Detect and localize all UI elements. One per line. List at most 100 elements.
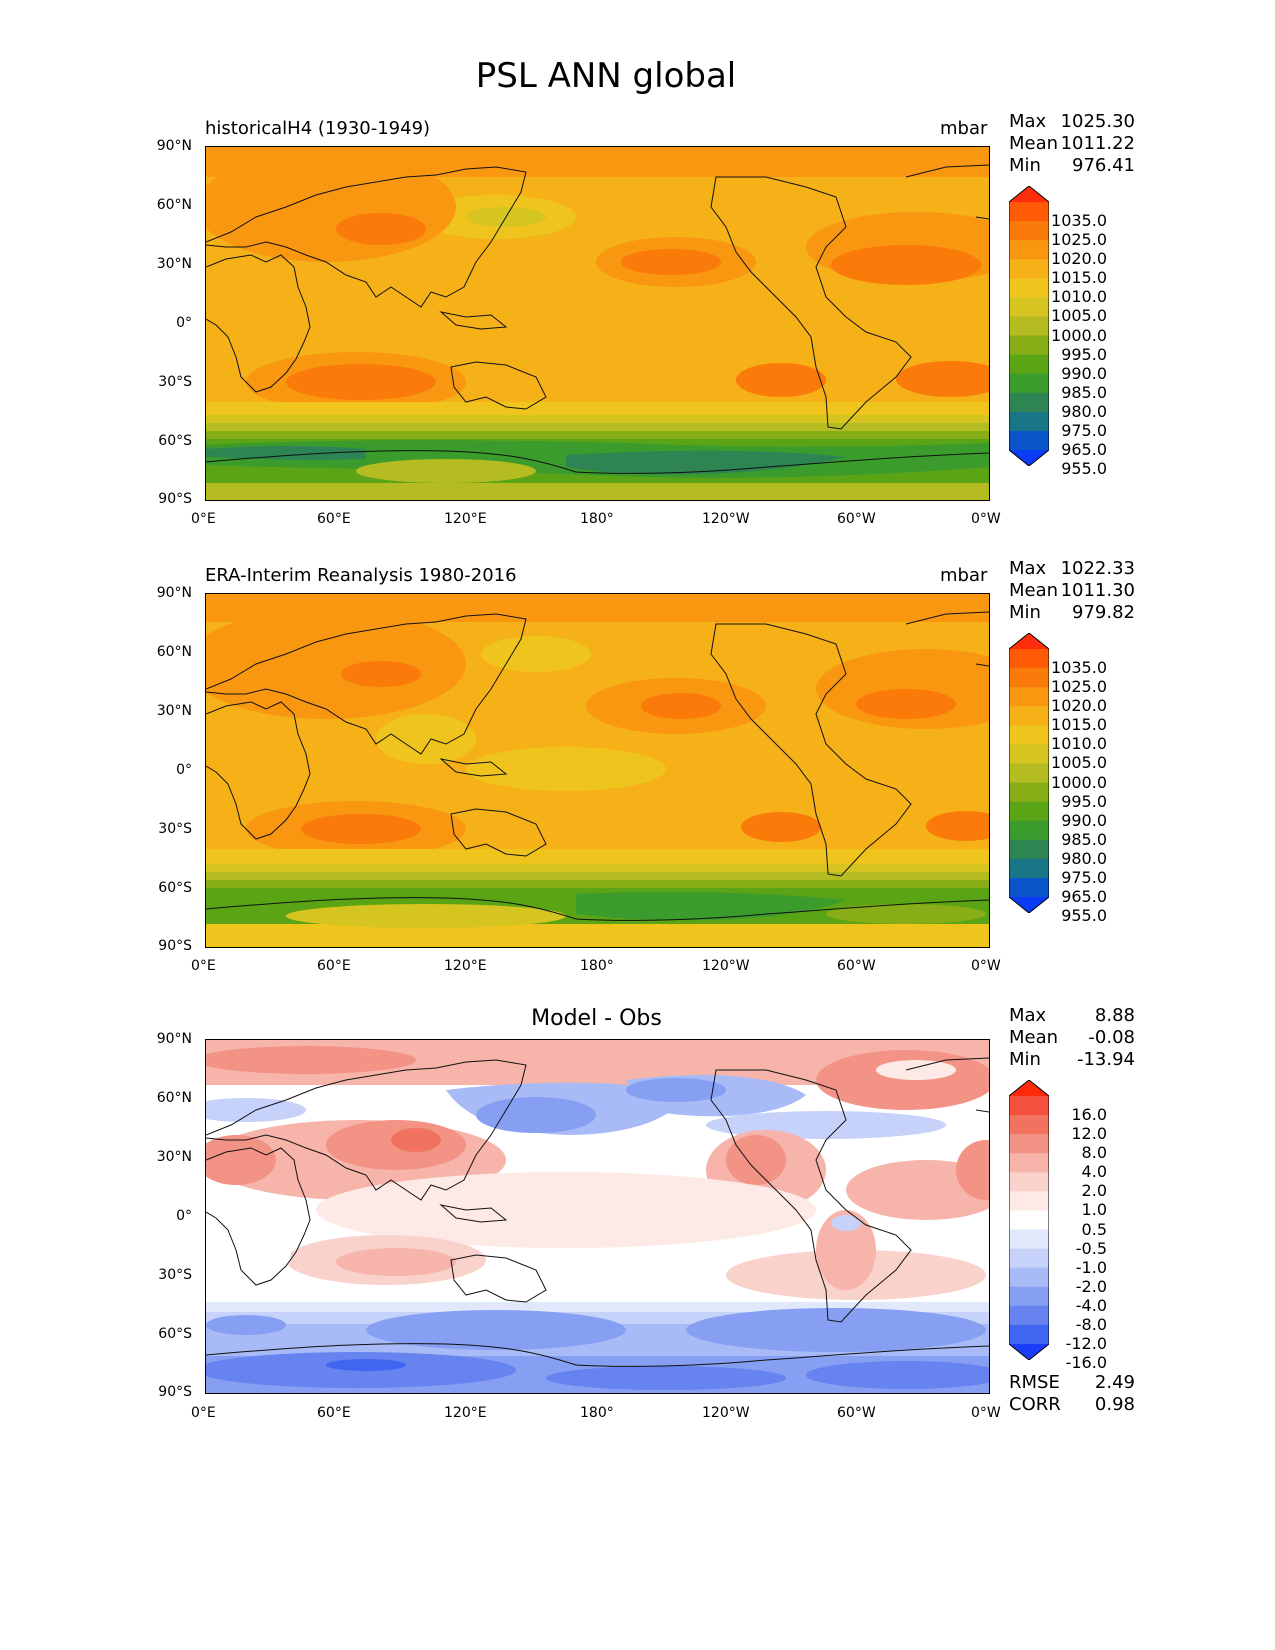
colorbar-tick-label: 1.0 — [1081, 1200, 1107, 1220]
colorbar-band — [1009, 1153, 1049, 1173]
colorbar-tick-label: 995.0 — [1061, 344, 1107, 364]
stat-min-value: 976.41 — [1072, 155, 1135, 176]
x-tick: 60°W — [837, 1405, 876, 1421]
y-tick: 60°N — [156, 644, 192, 660]
colorbar-band — [1009, 706, 1049, 726]
colorbar-tick-label: 975.0 — [1061, 420, 1107, 440]
colorbar-band — [1009, 1210, 1049, 1231]
colorbar-band — [1009, 1267, 1049, 1288]
colorbar-tick-label: 2.0 — [1081, 1181, 1107, 1201]
y-tick: 60°N — [156, 1090, 192, 1106]
colorbar-tick-label: 1020.0 — [1051, 696, 1107, 716]
colorbar: 1035.0 1025.0 1020.0 1015.0 1010.0 1005.0 1000… — [1009, 186, 1107, 478]
colorbar-extend-bottom — [1009, 1344, 1049, 1360]
colorbar-band — [1009, 335, 1049, 356]
y-tick: 90°S — [158, 938, 192, 954]
colorbar-band — [1009, 373, 1049, 394]
colorbar-tick-label: 8.0 — [1081, 1143, 1107, 1163]
colorbar-tick-label: 1010.0 — [1051, 287, 1107, 307]
colorbar-tick-label: 1000.0 — [1051, 325, 1107, 345]
x-tick: 60°E — [317, 511, 351, 527]
x-tick: 120°E — [444, 1405, 487, 1421]
colorbar-tick-label: 1010.0 — [1051, 734, 1107, 754]
colorbar-tick-label: 1005.0 — [1051, 753, 1107, 773]
colorbar-tick-label: -4.0 — [1075, 1295, 1107, 1315]
colorbar-tick-label: 990.0 — [1061, 810, 1107, 830]
panel-center-title: Model - Obs — [531, 1006, 662, 1031]
y-tick: 30°S — [158, 374, 192, 390]
y-tick: 90°N — [156, 1031, 192, 1047]
colorbar-tick-label: 975.0 — [1061, 867, 1107, 887]
colorbar-tick-label: -2.0 — [1075, 1276, 1107, 1296]
panel-extra-stats: RMSE 2.49 CORR 0.98 — [1009, 1372, 1135, 1416]
x-tick: 180° — [580, 511, 614, 527]
colorbar-extend-top — [1009, 633, 1049, 649]
y-tick: 0° — [176, 1208, 192, 1224]
coastlines — [206, 1057, 989, 1367]
x-tick: 60°W — [837, 958, 876, 974]
colorbar-band — [1009, 649, 1049, 669]
y-tick: 90°S — [158, 1384, 192, 1400]
colorbar-tick-label: 16.0 — [1071, 1105, 1107, 1125]
colorbar-band — [1009, 1096, 1049, 1116]
colorbar-band — [1009, 1191, 1049, 1211]
colorbar-band — [1009, 839, 1049, 860]
y-tick: 60°S — [158, 1326, 192, 1342]
panel-stats: Max 1022.33 Mean 1011.30 Min 979.82 — [1009, 558, 1135, 624]
colorbar-tick-label: -12.0 — [1065, 1334, 1107, 1353]
x-tick: 0°W — [971, 511, 1001, 527]
x-tick: 120°W — [702, 1405, 750, 1421]
colorbar-band — [1009, 430, 1049, 451]
colorbar-band — [1009, 1248, 1049, 1269]
stat-mean-label: Mean — [1009, 133, 1059, 154]
x-tick: 0°E — [191, 511, 216, 527]
x-tick: 180° — [580, 1405, 614, 1421]
y-tick: 0° — [176, 762, 192, 778]
colorbar-tick-label: 1015.0 — [1051, 268, 1107, 288]
stat-max-label: Max — [1009, 111, 1047, 132]
coastlines — [206, 164, 989, 474]
colorbar-tick-label: 1000.0 — [1051, 772, 1107, 792]
colorbar-band — [1009, 877, 1049, 898]
stat-rmse-label: RMSE — [1009, 1372, 1060, 1393]
colorbar-band — [1009, 1229, 1049, 1250]
colorbar-band — [1009, 668, 1049, 688]
stat-max-value: 1025.30 — [1060, 111, 1135, 132]
colorbar-tick-label: 995.0 — [1061, 791, 1107, 811]
colorbar-tick-label: -1.0 — [1075, 1257, 1107, 1277]
y-tick: 30°S — [158, 1267, 192, 1283]
colorbar-tick-label: 965.0 — [1061, 887, 1107, 906]
psl-map-obs — [205, 593, 990, 948]
y-tick: 90°N — [156, 138, 192, 154]
x-tick: 60°E — [317, 1405, 351, 1421]
stat-mean-value: 1011.30 — [1060, 580, 1135, 601]
y-tick: 90°S — [158, 491, 192, 507]
psl-map-model — [205, 146, 990, 501]
x-tick: 0°W — [971, 1405, 1001, 1421]
x-tick: 0°E — [191, 1405, 216, 1421]
colorbar-tick-label: 990.0 — [1061, 363, 1107, 383]
colorbar-tick-label: 1025.0 — [1051, 677, 1107, 697]
colorbar-band — [1009, 782, 1049, 803]
colorbar-band — [1009, 1324, 1049, 1345]
colorbar-band — [1009, 1172, 1049, 1192]
colorbar-tick-label: 985.0 — [1061, 829, 1107, 849]
y-tick: 30°N — [156, 1149, 192, 1165]
stat-corr-label: CORR — [1009, 1394, 1061, 1415]
y-tick: 90°N — [156, 585, 192, 601]
y-tick: 60°S — [158, 880, 192, 896]
x-tick: 60°E — [317, 958, 351, 974]
stat-mean-value: 1011.22 — [1060, 133, 1135, 154]
colorbar-tick-label: 955.0 — [1061, 459, 1107, 479]
panel-left-title: historicalH4 (1930-1949) — [205, 118, 431, 139]
colorbar-tick-label: 985.0 — [1061, 382, 1107, 402]
colorbar-band — [1009, 1305, 1049, 1326]
colorbar-tick-label: -16.0 — [1065, 1353, 1107, 1373]
colorbar-tick-label: 12.0 — [1071, 1124, 1107, 1144]
panel-stats: Max 1025.30 Mean 1011.22 Min 976.41 — [1009, 111, 1135, 177]
stat-min-value: -13.94 — [1076, 1049, 1135, 1070]
colorbar-band — [1009, 297, 1049, 317]
colorbar-svg — [1009, 186, 1049, 466]
colorbar-svg — [1009, 1080, 1049, 1360]
y-tick: 30°N — [156, 256, 192, 272]
